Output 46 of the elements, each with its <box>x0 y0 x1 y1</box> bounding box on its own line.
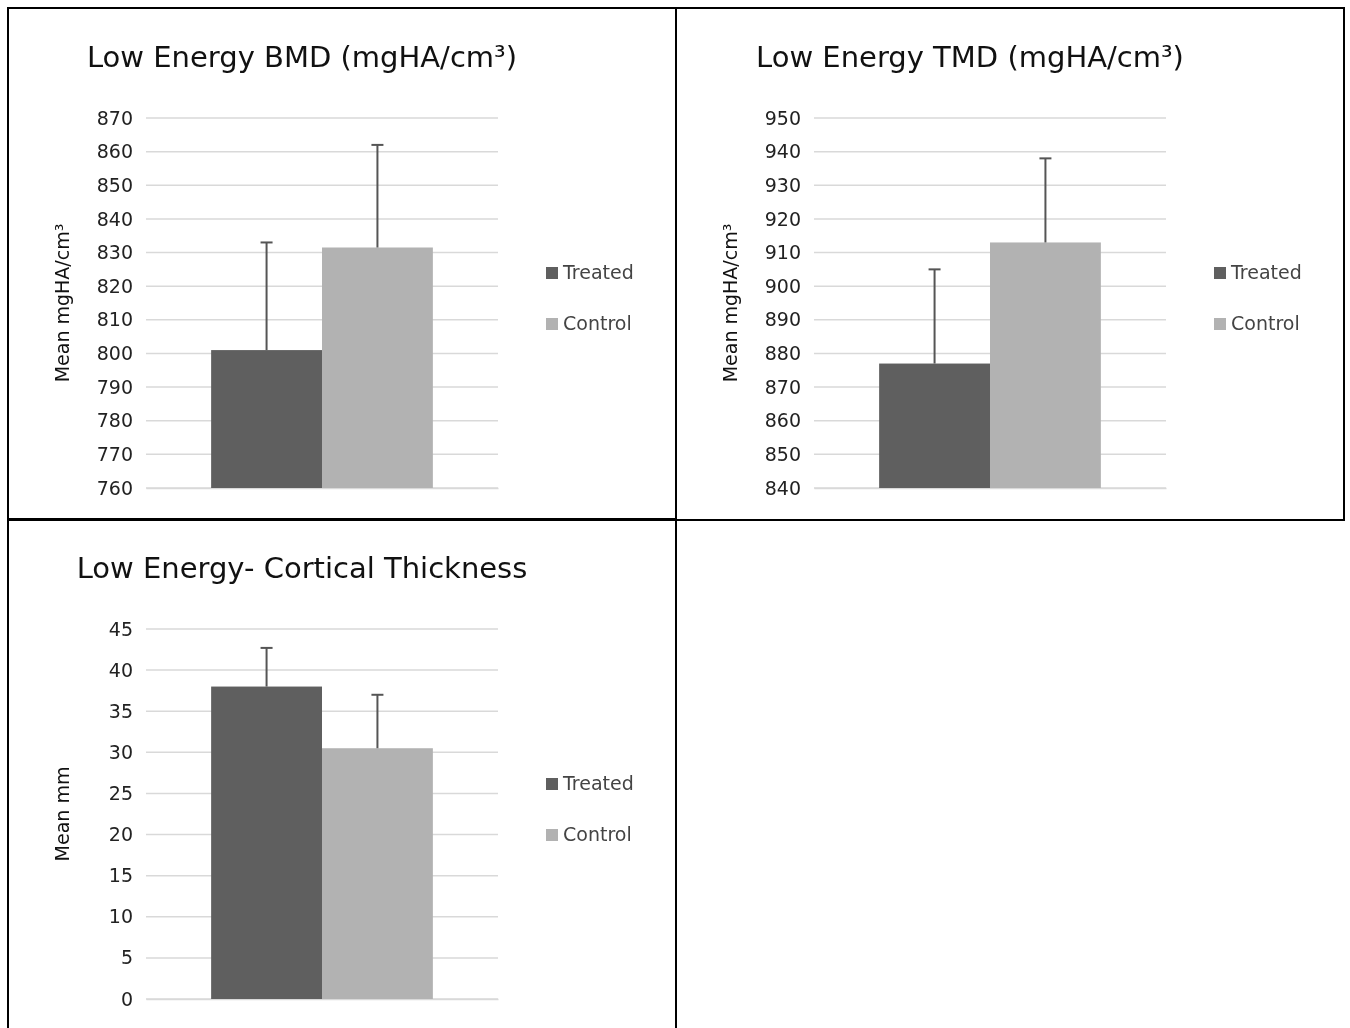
y-tick-label: 790 <box>96 375 133 398</box>
y-tick-label: 890 <box>764 308 801 331</box>
y-tick-label: 780 <box>96 409 133 432</box>
y-axis-title: Mean mgHA/cm³ <box>51 223 73 383</box>
y-tick-label: 40 <box>108 658 133 681</box>
legend-label: Treated <box>562 772 634 794</box>
legend-label: Control <box>563 823 632 845</box>
y-tick-label: 5 <box>120 946 133 969</box>
y-tick-label: 940 <box>764 140 801 163</box>
y-tick-label: 10 <box>108 905 133 928</box>
y-tick-label: 870 <box>96 106 133 129</box>
y-tick-label: 20 <box>108 823 133 846</box>
y-tick-label: 25 <box>108 782 133 805</box>
y-tick-label: 760 <box>96 476 133 499</box>
y-tick-label: 0 <box>120 987 133 1010</box>
y-tick-label: 15 <box>108 864 133 887</box>
legend-label: Treated <box>562 261 634 283</box>
y-tick-label: 45 <box>108 617 133 640</box>
y-tick-label: 830 <box>96 241 133 264</box>
legend-label: Control <box>1231 312 1300 334</box>
y-tick-label: 810 <box>96 308 133 331</box>
chart-title: Low Energy- Cortical Thickness <box>76 551 528 585</box>
y-axis-title: Mean mgHA/cm³ <box>719 223 741 383</box>
y-tick-label: 870 <box>764 375 801 398</box>
y-tick-label: 930 <box>764 173 801 196</box>
y-tick-label: 850 <box>764 442 801 465</box>
y-tick-label: 820 <box>96 274 133 297</box>
y-axis-title: Mean mm <box>51 766 73 862</box>
chart-title: Low Energy TMD (mgHA/cm³) <box>756 40 1184 74</box>
y-tick-label: 35 <box>108 699 133 722</box>
y-tick-label: 770 <box>96 442 133 465</box>
legend-label: Treated <box>1230 261 1302 283</box>
y-tick-label: 30 <box>108 740 133 763</box>
y-tick-label: 910 <box>764 241 801 264</box>
y-tick-label: 860 <box>96 140 133 163</box>
y-tick-label: 800 <box>96 342 133 365</box>
y-tick-label: 900 <box>764 274 801 297</box>
chart-title: Low Energy BMD (mgHA/cm³) <box>86 40 518 74</box>
y-tick-label: 950 <box>764 106 801 129</box>
y-tick-label: 850 <box>96 173 133 196</box>
y-tick-label: 840 <box>96 207 133 230</box>
y-tick-label: 840 <box>764 476 801 499</box>
y-tick-label: 880 <box>764 342 801 365</box>
legend-label: Control <box>563 312 632 334</box>
y-tick-label: 920 <box>764 207 801 230</box>
y-tick-label: 860 <box>764 409 801 432</box>
